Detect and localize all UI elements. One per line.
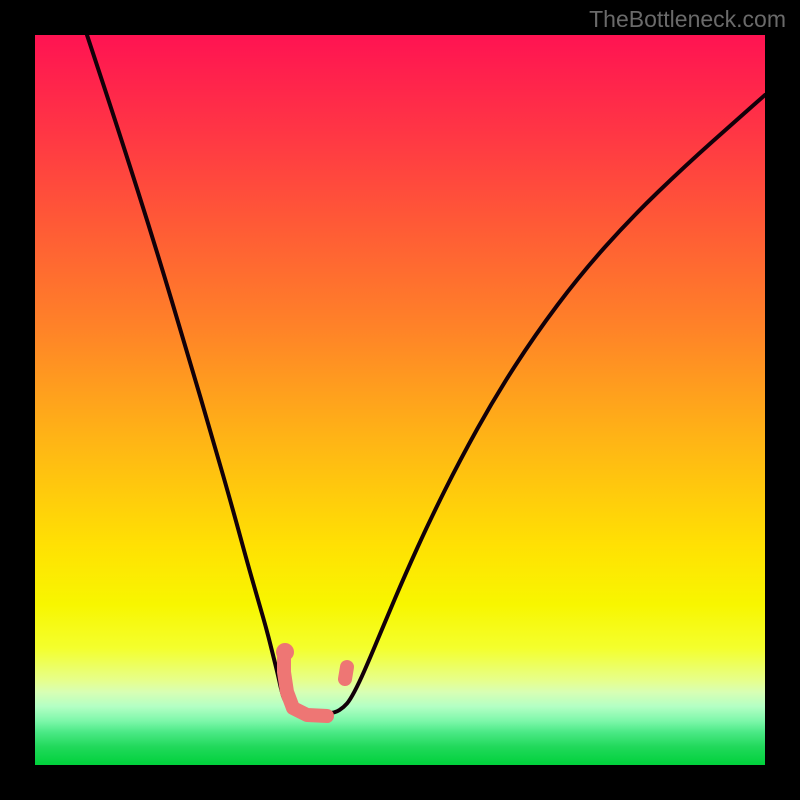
plot-area [35, 35, 765, 765]
bottleneck-curve [35, 35, 765, 765]
watermark-text: TheBottleneck.com [589, 6, 786, 33]
